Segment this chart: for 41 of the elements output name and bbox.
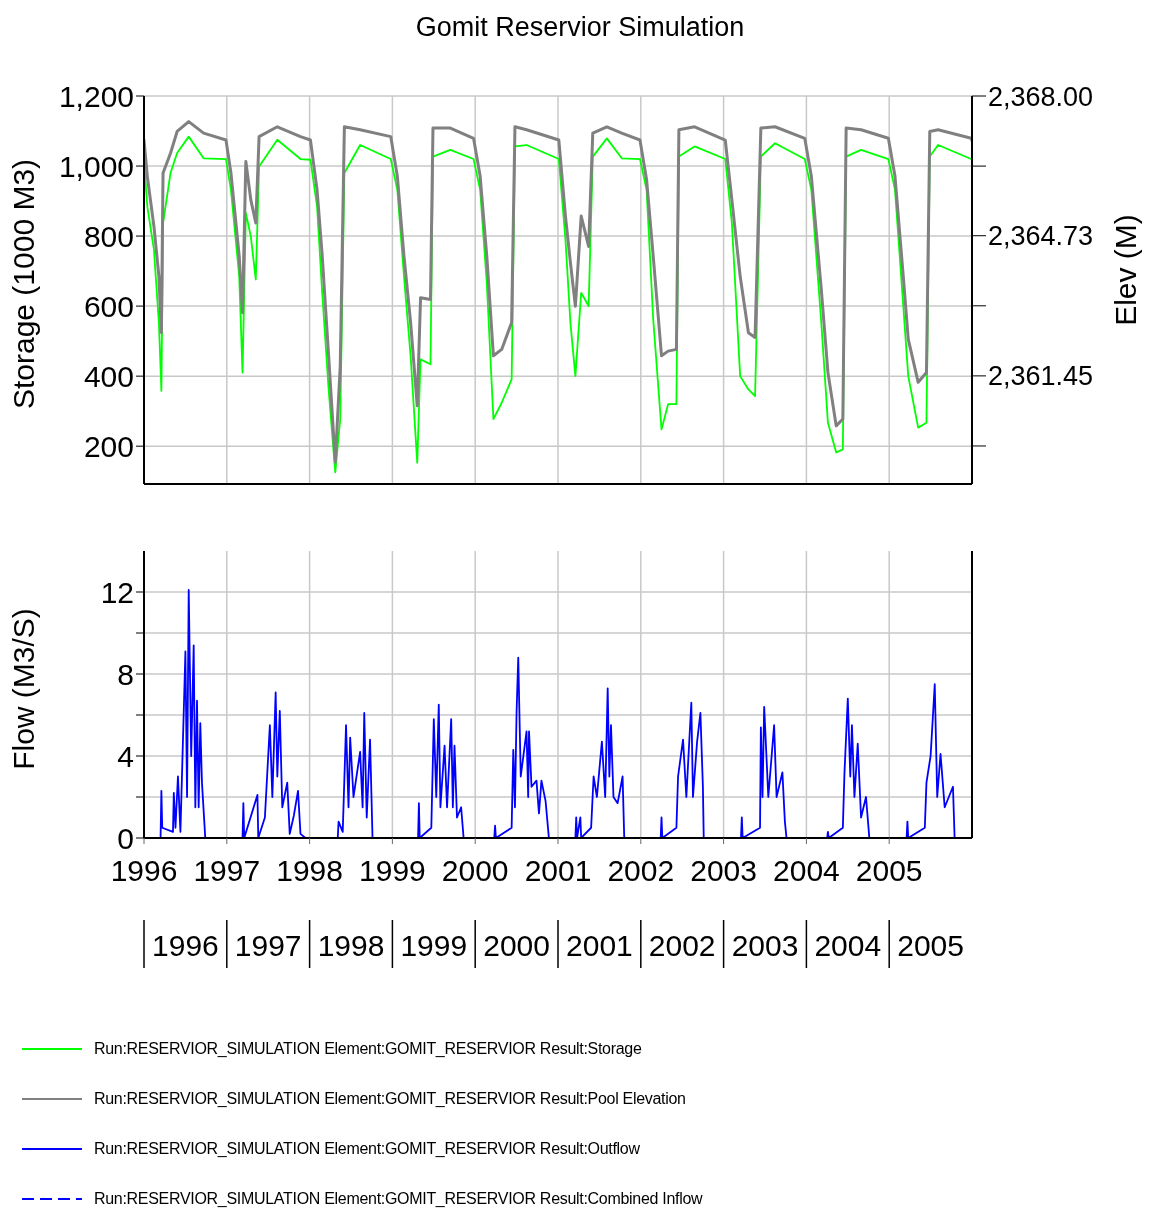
text: 2003 [731, 929, 799, 962]
chart-title: Gomit Reservior Simulation [414, 12, 746, 43]
y-axis-title: Storage (1000 M3) [7, 158, 41, 410]
y-tick-label: 4 [117, 739, 134, 773]
y-tick-label: 0 [117, 821, 134, 855]
y-axis-title: Flow (M3/S) [7, 607, 41, 770]
legend-label: Run:RESERVIOR_SIMULATION Element:GOMIT_RESERVIOR Result:Pool Elevation [94, 1090, 686, 1108]
text: 1997 [234, 929, 302, 962]
y-tick-label: 200 [83, 429, 134, 463]
y-tick-label: 1,200 [58, 79, 134, 113]
y-tick-label: 400 [83, 359, 134, 393]
legend-label: Run:RESERVIOR_SIMULATION Element:GOMIT_RESERVIOR Result:Outflow [94, 1140, 640, 1158]
text: 1999 [400, 929, 468, 962]
x-tick-label: 2004 [773, 854, 840, 888]
text: 2000 [483, 929, 550, 962]
y2-axis-title: Elev (M) [1109, 214, 1143, 326]
x-tick-label: 1998 [276, 854, 343, 888]
legend-label: Run:RESERVIOR_SIMULATION Element:GOMIT_RESERVIOR Result:Combined Inflow [94, 1190, 703, 1208]
y-tick-label: 800 [83, 219, 134, 253]
text: 2005 [897, 929, 964, 962]
y-tick-label: 12 [100, 575, 134, 609]
x-tick-label: 2005 [855, 854, 923, 888]
text: 1996 [152, 929, 219, 962]
y-tick-label: 8 [117, 657, 134, 691]
x-tick-label: 2000 [441, 854, 509, 888]
y-tick-label: 1,000 [58, 149, 134, 183]
x-tick-label: 1997 [193, 854, 261, 888]
text: 2002 [648, 929, 716, 962]
x-tick-label: 1996 [110, 854, 178, 888]
y2-tick-label: 2,364.73 [988, 221, 1094, 252]
text: 1998 [317, 929, 385, 962]
y-tick-label: 600 [83, 289, 134, 323]
legend-label: Run:RESERVIOR_SIMULATION Element:GOMIT_RESERVIOR Result:Storage [94, 1040, 642, 1058]
x-tick-label: 2001 [524, 854, 592, 888]
text: 2001 [566, 929, 633, 962]
y2-tick-label: 2,368.00 [988, 81, 1094, 112]
x-tick-label: 2003 [690, 854, 757, 888]
text: 2004 [814, 929, 882, 962]
y2-tick-label: 2,361.45 [988, 361, 1094, 392]
x-tick-label: 2002 [607, 854, 675, 888]
x-tick-label: 1999 [359, 854, 426, 888]
